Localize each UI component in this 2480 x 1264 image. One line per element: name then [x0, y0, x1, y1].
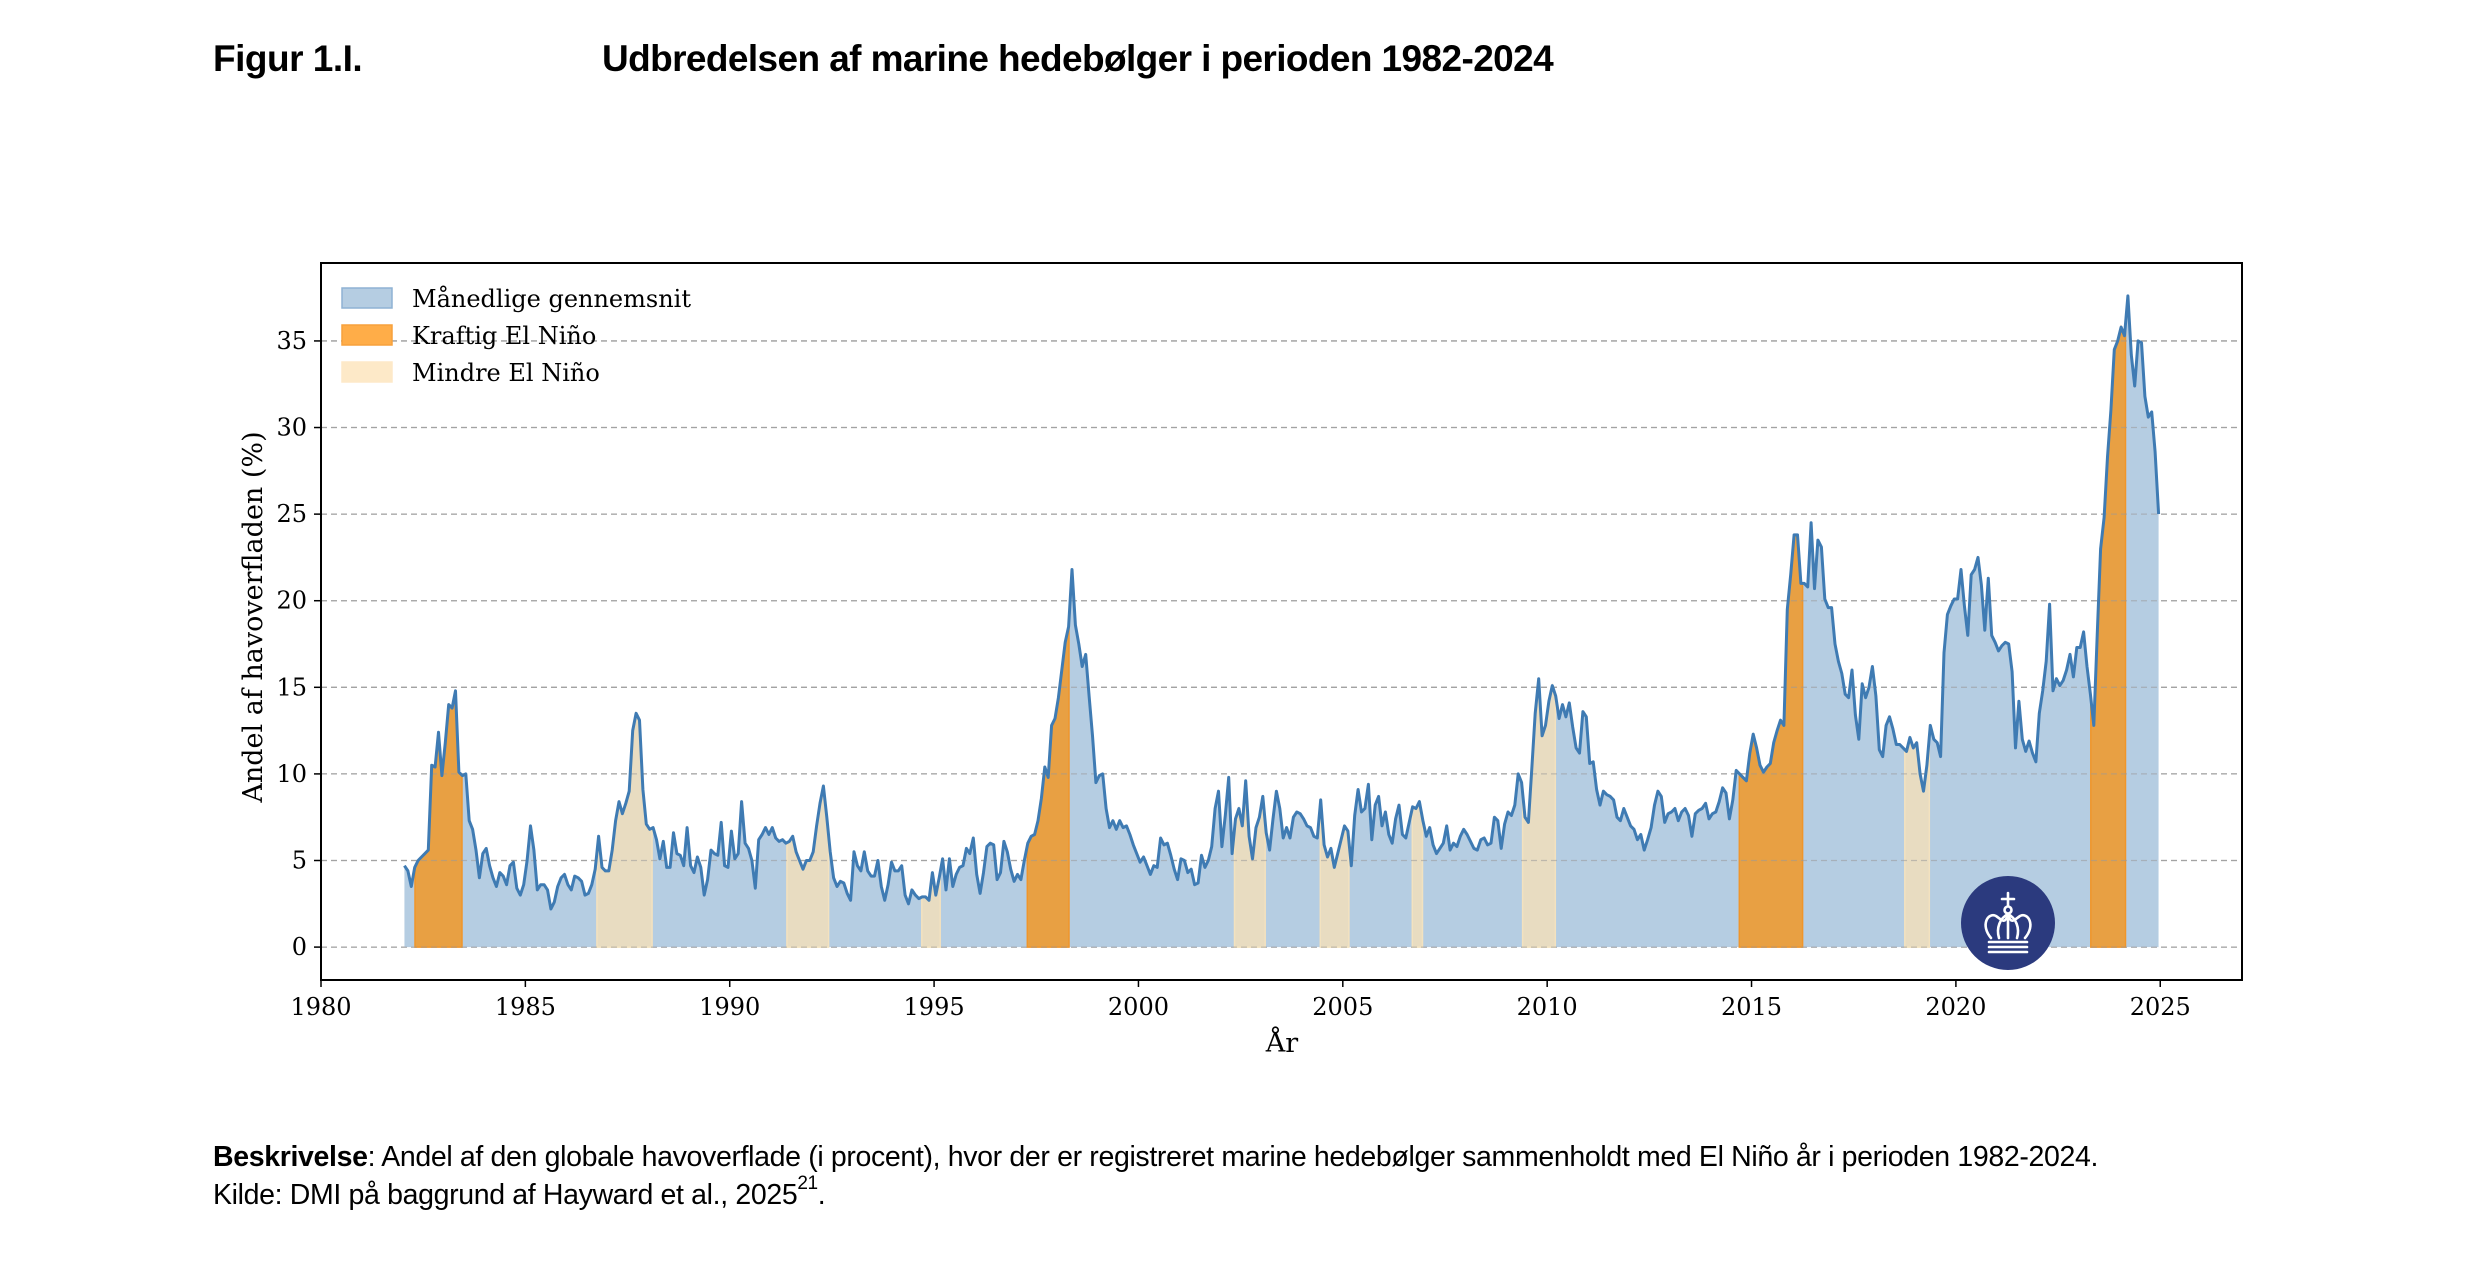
y-tick-label: 0 [292, 933, 307, 961]
y-tick-label: 25 [276, 500, 307, 528]
x-tick-label: 1980 [290, 993, 351, 1021]
monthly-area [404, 295, 2159, 948]
y-tick-label: 15 [276, 673, 307, 701]
legend-swatch-strong [341, 324, 393, 346]
x-tick-label: 2020 [1925, 993, 1986, 1021]
band-strong-el-nino [1738, 534, 1804, 948]
band-weak-el-nino [596, 710, 653, 948]
y-tick-label: 20 [276, 587, 307, 615]
caption-description-label: Beskrivelse [213, 1141, 368, 1173]
caption-source-end: . [817, 1179, 826, 1211]
legend-label-weak: Mindre El Niño [412, 359, 600, 387]
x-tick-label: 1990 [699, 993, 760, 1021]
caption-description: Beskrivelse: Andel af den globale havove… [213, 1141, 2098, 1174]
caption-description-text: : Andel af den globale havoverflade (i p… [367, 1141, 2099, 1173]
crown-icon [1984, 891, 2032, 954]
x-tick-label: 2000 [1108, 993, 1169, 1021]
figure-title: Udbredelsen af marine hedebølger i perio… [602, 38, 1554, 79]
caption-source: Kilde: DMI på baggrund af Hayward et al.… [213, 1173, 826, 1212]
legend-swatch-weak [341, 361, 393, 383]
series-line [403, 294, 2161, 911]
y-tick-label: 10 [276, 760, 307, 788]
axes [320, 262, 2243, 981]
figure-label: Figur 1.I. [213, 38, 363, 79]
legend-swatch-monthly [341, 287, 393, 309]
plot-frame [320, 262, 2243, 981]
x-tick-label: 1995 [904, 993, 965, 1021]
caption-source-reference: 21 [797, 1173, 818, 1194]
ticks: 1980 1985 1990 1995 2000 2005 2010 2015 2020 2025… [276, 327, 2190, 1021]
legend: Månedlige gennemsnit Kraftig El Niño Min… [341, 284, 691, 387]
x-tick-label: 2010 [1517, 993, 1578, 1021]
y-axis-label: Andel af havoverfladen (%) [238, 431, 269, 803]
x-tick-label: 2015 [1721, 993, 1782, 1021]
y-tick-label: 5 [292, 847, 307, 875]
y-tick-label: 30 [276, 414, 307, 442]
plot-area [321, 294, 2242, 948]
band-weak-el-nino [786, 785, 830, 948]
x-tick-label: 1985 [495, 993, 556, 1021]
band-weak-el-nino [1411, 799, 1424, 948]
caption-source-text: Kilde: DMI på baggrund af Hayward et al.… [213, 1179, 798, 1211]
crown-logo [1961, 876, 2055, 970]
legend-label-strong: Kraftig El Niño [412, 322, 596, 350]
band-weak-el-nino [1319, 799, 1350, 948]
x-tick-label: 2025 [2130, 993, 2191, 1021]
x-tick-label: 2005 [1312, 993, 1373, 1021]
y-tick-label: 35 [276, 327, 307, 355]
x-axis-label: År [1265, 1026, 1298, 1059]
band-strong-el-nino [414, 690, 463, 948]
legend-label-monthly: Månedlige gennemsnit [412, 284, 691, 313]
